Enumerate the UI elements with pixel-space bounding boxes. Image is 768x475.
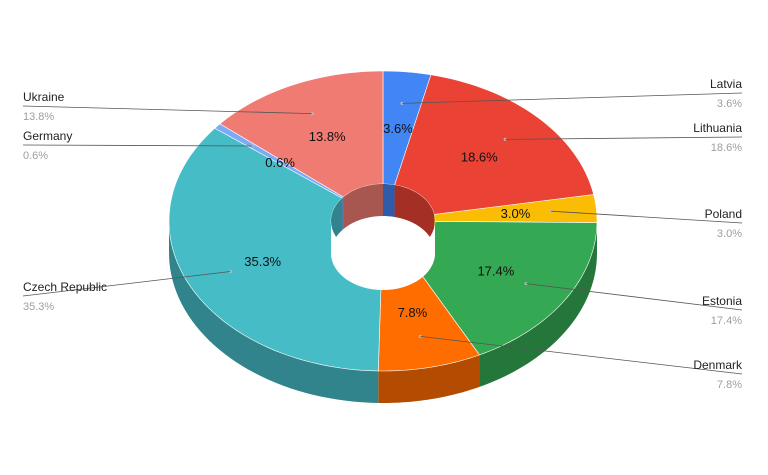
slice-sides (169, 221, 597, 403)
callout-line-czech-republic (22, 271, 231, 297)
callout-name-latvia: Latvia (710, 77, 742, 91)
center-hole (331, 184, 435, 290)
slice-label-ukraine: 13.8% (309, 129, 346, 144)
callout-line-germany (22, 144, 253, 147)
side-czech-republic (169, 221, 379, 403)
side-estonia (479, 222, 597, 387)
callout-name-ukraine: Ukraine (23, 90, 65, 104)
slice-label-estonia: 17.4% (477, 263, 514, 278)
slice-tops (168, 70, 598, 372)
callout-line-denmark (420, 336, 743, 375)
inner-wall-germany-1 (342, 197, 344, 231)
slice-label-germany: 0.6% (265, 155, 295, 170)
callout-name-estonia: Estonia (702, 294, 742, 308)
callout-value-czech-republic: 35.3% (23, 301, 54, 313)
callout-name-poland: Poland (705, 207, 742, 221)
callout-line-poland (551, 210, 743, 224)
callout-line-latvia (401, 92, 743, 104)
callout-value-denmark: 7.8% (717, 379, 742, 391)
inner-wall-ukraine-1 (343, 184, 383, 230)
callout-value-estonia: 17.4% (711, 315, 742, 327)
labels: 3.6% Latvia 3.6% 18.6% Lithuania 18.6% 3.0% Pol… (23, 77, 743, 391)
callout-name-czech-republic: Czech Republic (23, 280, 107, 294)
callout-value-germany: 0.6% (23, 150, 48, 162)
slice-label-denmark: 7.8% (398, 305, 428, 320)
callout-name-denmark: Denmark (693, 358, 743, 372)
slice-label-lithuania: 18.6% (461, 150, 498, 165)
slice-label-poland: 3.0% (501, 206, 531, 221)
callout-value-latvia: 3.6% (717, 98, 742, 110)
callout-value-poland: 3.0% (717, 228, 742, 240)
slice-label-czech-republic: 35.3% (244, 254, 281, 269)
hole-front-fill (331, 221, 435, 290)
callout-line-estonia (526, 283, 743, 311)
callout-name-lithuania: Lithuania (693, 121, 742, 135)
inner-wall-lithuania-0 (394, 184, 435, 247)
callout-lines (22, 92, 743, 375)
callout-line-lithuania (505, 136, 743, 140)
slice-lithuania (394, 74, 595, 215)
inner-wall-latvia-0 (383, 184, 395, 217)
callout-value-ukraine: 13.8% (23, 111, 54, 123)
callout-name-germany: Germany (23, 129, 72, 143)
callout-value-lithuania: 18.6% (711, 142, 742, 154)
side-denmark (378, 354, 480, 403)
slice-label-latvia: 3.6% (383, 121, 413, 136)
callout-line-ukraine (22, 105, 313, 114)
